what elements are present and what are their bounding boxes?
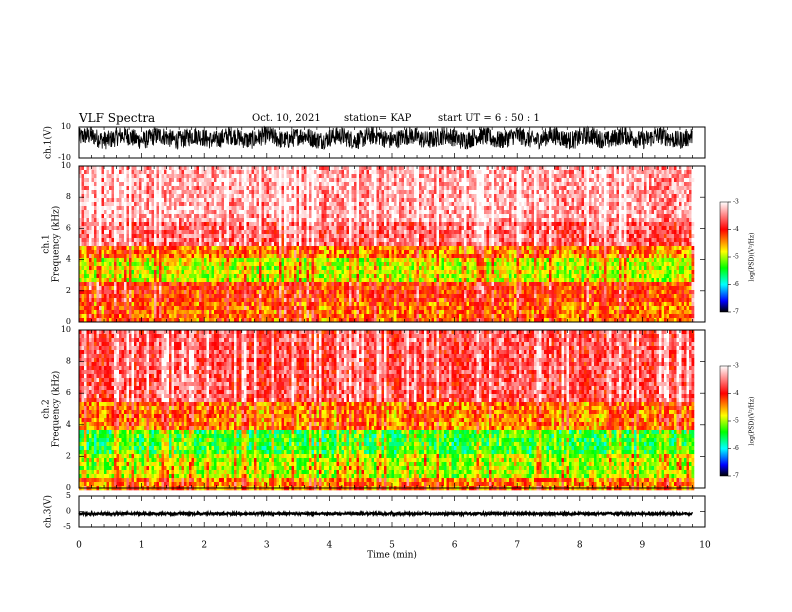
ch2-spectrogram-ylabel: Frequency (kHz) xyxy=(51,371,62,448)
ch2-spectrogram-ytick-label: 6 xyxy=(66,388,71,397)
ch2-spectrogram-ytick-label: 4 xyxy=(66,420,71,429)
ch3-waveform-trace xyxy=(78,509,694,518)
x-tick-label: 9 xyxy=(640,541,646,551)
ch1-spectrogram-heatmap xyxy=(79,166,695,323)
ch2-spectrogram-heatmap xyxy=(79,330,695,491)
ch1-ytick-label: 10 xyxy=(61,122,71,131)
ch1-spectrogram-ytick-label: 6 xyxy=(66,223,71,232)
ch2-spectrogram-colorbar-tick-label: -5 xyxy=(733,418,739,425)
ch1-spectrogram-ytick-label: 8 xyxy=(66,192,71,201)
start-time-label: start UT = 6 : 50 : 1 xyxy=(438,113,540,124)
ch2-spectrogram-colorbar-label: log(PSD)(V²/Hz) xyxy=(749,397,756,446)
x-tick-label: 10 xyxy=(699,541,711,551)
ch3-ytick-label: -5 xyxy=(63,522,71,531)
ch2-spectrogram-colorbar-tick-label: -6 xyxy=(733,445,739,452)
observation-date: Oct. 10, 2021 xyxy=(252,113,321,124)
x-tick-label: 0 xyxy=(76,541,82,551)
ch1-waveform-trace xyxy=(78,125,693,150)
ch1-waveform-ylabel: ch.1(V) xyxy=(43,126,54,159)
ch1-spectrogram-colorbar-tick-label: -3 xyxy=(733,199,739,206)
ch2-spectrogram-ytick-label: 8 xyxy=(66,357,71,366)
x-tick-label: 5 xyxy=(389,541,395,551)
ch1-spectrogram-ytick-label: 0 xyxy=(66,317,71,326)
ch1-spectrogram-ytick-label: 10 xyxy=(61,161,71,170)
ch2-spectrogram-colorbar-tick-label: -4 xyxy=(733,390,739,397)
ch1-spectrogram-colorbar-tick-label: -5 xyxy=(733,254,739,261)
ch1-spectrogram-colorbar-tick-label: -6 xyxy=(733,281,739,288)
ch1-spectrogram-colorbar-tick-label: -7 xyxy=(733,309,739,316)
ch2-spectrogram-colorbar xyxy=(719,365,729,477)
chart-title: VLF Spectra xyxy=(79,111,156,125)
ch2-spectrogram-colorbar-tick-label: -3 xyxy=(733,363,739,370)
x-tick-label: 7 xyxy=(514,541,520,551)
x-tick-label: 3 xyxy=(264,541,270,551)
ch2-spectrogram-ylabel-channel: ch.2 xyxy=(42,399,52,418)
ch3-waveform-ylabel: ch.3(V) xyxy=(43,495,54,528)
ch2-spectrogram-colorbar-tick-label: -7 xyxy=(733,473,739,480)
ch2-spectrogram-ytick-label: 0 xyxy=(66,483,71,492)
ch1-spectrogram-ylabel: Frequency (kHz) xyxy=(51,206,62,283)
ch1-ytick-label: -10 xyxy=(58,153,71,162)
x-axis-label: Time (min) xyxy=(367,550,417,561)
x-tick-label: 1 xyxy=(139,541,145,551)
x-tick-label: 4 xyxy=(327,541,333,551)
ch1-spectrogram-colorbar-label: log(PSD)(V²/Hz) xyxy=(749,233,756,282)
ch1-spectrogram-ylabel-channel: ch.1 xyxy=(42,234,52,253)
ch1-spectrogram-ytick-label: 2 xyxy=(66,286,71,295)
ch3-ytick-label: 0 xyxy=(66,507,71,516)
x-tick-label: 6 xyxy=(452,541,458,551)
ch1-spectrogram-colorbar xyxy=(719,201,729,313)
ch1-spectrogram-colorbar-tick-label: -4 xyxy=(733,226,739,233)
ch3-ytick-label: 5 xyxy=(66,491,71,500)
ch2-spectrogram-ytick-label: 2 xyxy=(66,451,71,460)
station-label: station= KAP xyxy=(344,113,412,124)
ch1-spectrogram-ytick-label: 4 xyxy=(66,255,71,264)
ch2-spectrogram-ytick-label: 10 xyxy=(61,325,71,334)
x-tick-label: 2 xyxy=(201,541,207,551)
x-tick-label: 8 xyxy=(577,541,583,551)
